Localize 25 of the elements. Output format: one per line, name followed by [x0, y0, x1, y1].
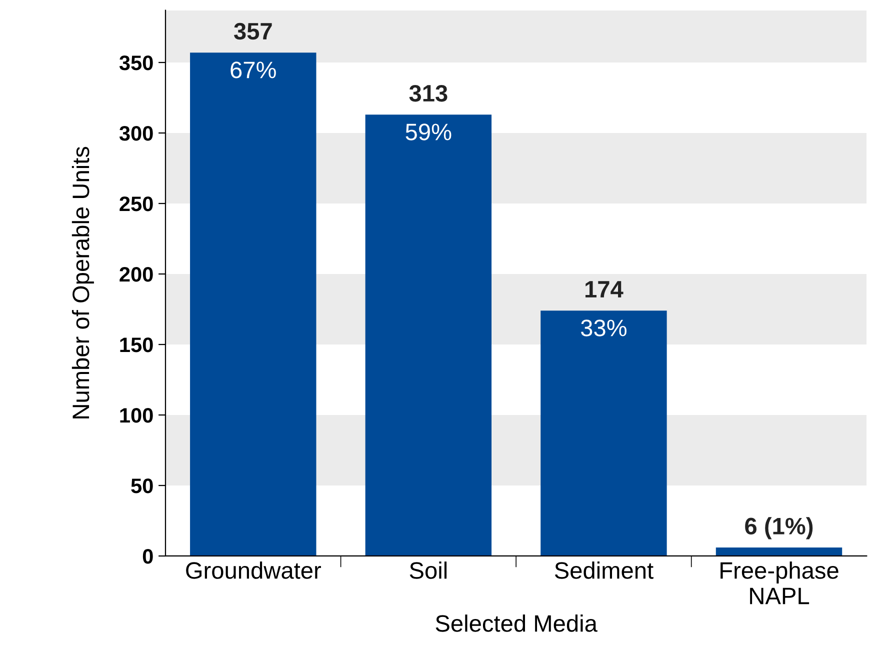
- data-label: 313: [409, 84, 448, 102]
- y-tick-label: 300: [119, 126, 153, 141]
- y-tick-label: 50: [131, 478, 153, 494]
- data-label: 6 (1%): [745, 517, 813, 540]
- x-tick-label: Soil: [410, 562, 447, 579]
- y-tick-label: 0: [142, 548, 153, 564]
- annotation: 59%: [406, 124, 452, 140]
- annotation: 67%: [230, 62, 276, 78]
- y-tick-label: 200: [120, 266, 153, 282]
- x-tick-label: Groundwater: [186, 562, 321, 579]
- data-label: 357: [234, 22, 272, 40]
- bar: [540, 310, 667, 556]
- y-tick-label: 350: [119, 55, 153, 70]
- y-tick-label: 250: [120, 196, 153, 212]
- x-tick-label: Sediment: [554, 562, 654, 579]
- y-axis-title: Number of Operable Units: [72, 146, 94, 418]
- bar: [190, 52, 316, 556]
- data-label: 174: [586, 281, 624, 298]
- y-tick-label: 100: [120, 408, 153, 423]
- x-tick-label: Free-phase NAPL: [720, 562, 838, 604]
- bar: [365, 114, 492, 556]
- x-axis-title: Selected Media: [436, 614, 598, 632]
- y-tick-label: 150: [120, 337, 153, 352]
- annotation: 33%: [580, 320, 626, 336]
- bar: [716, 548, 842, 556]
